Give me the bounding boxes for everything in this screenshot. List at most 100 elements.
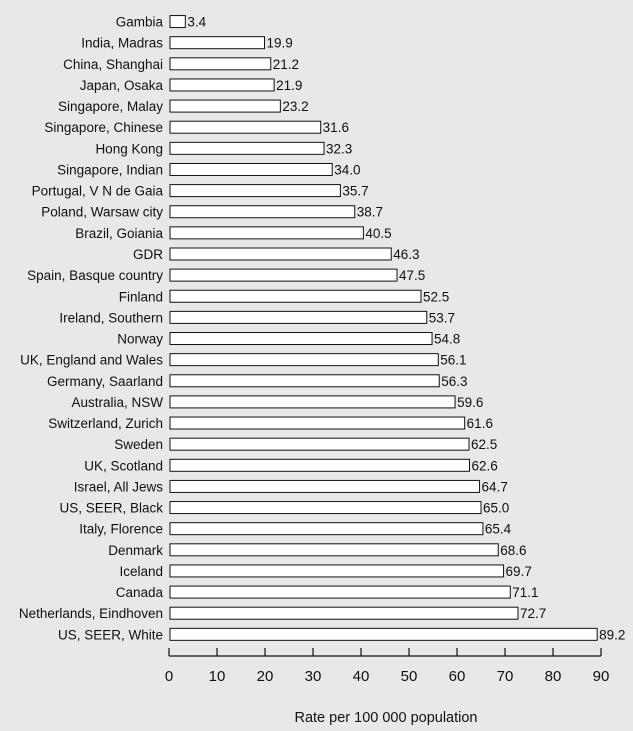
x-tick-label: 90 [593, 668, 610, 685]
category-label: UK, Scotland [84, 458, 163, 473]
bar [169, 458, 470, 472]
category-label: Poland, Warsaw city [41, 205, 163, 220]
category-label: Singapore, Malay [58, 99, 163, 114]
category-label: Singapore, Chinese [44, 120, 163, 135]
category-label: Norway [117, 332, 163, 347]
category-label: Sweden [114, 437, 163, 452]
value-label: 53.7 [429, 310, 455, 325]
value-label: 34.0 [334, 162, 360, 177]
bar [169, 78, 275, 92]
bar [169, 479, 481, 493]
bar [169, 120, 322, 134]
bar [169, 162, 333, 176]
bar [169, 310, 428, 324]
category-label: Australia, NSW [71, 395, 163, 410]
value-label: 31.6 [323, 120, 349, 135]
x-tick-label: 10 [209, 668, 226, 685]
category-label: India, Madras [81, 36, 163, 51]
bar [169, 289, 422, 303]
value-label: 72.7 [520, 606, 546, 621]
bar [169, 353, 439, 367]
bars-layer [169, 15, 598, 641]
value-label: 62.5 [471, 437, 497, 452]
bar [169, 15, 186, 29]
bar [169, 543, 499, 557]
value-label: 69.7 [506, 564, 532, 579]
value-label: 38.7 [357, 205, 383, 220]
value-label: 47.5 [399, 268, 425, 283]
value-label: 68.6 [500, 543, 526, 558]
bar [169, 416, 466, 430]
value-label: 23.2 [282, 99, 308, 114]
x-axis-title: Rate per 100 000 population [294, 710, 477, 726]
bar [169, 585, 511, 599]
value-label: 32.3 [326, 141, 352, 156]
value-label: 59.6 [457, 395, 483, 410]
value-label: 19.9 [267, 36, 293, 51]
value-label: 65.4 [485, 522, 512, 537]
category-label: Netherlands, Eindhoven [19, 606, 163, 621]
category-label: Denmark [108, 543, 163, 558]
value-label: 56.3 [441, 374, 467, 389]
category-label: Hong Kong [95, 141, 163, 156]
x-tick-label: 40 [353, 668, 370, 685]
bar [169, 374, 440, 388]
category-label: US, SEER, Black [59, 501, 163, 516]
value-label: 54.8 [434, 332, 460, 347]
category-label: US, SEER, White [58, 627, 163, 642]
category-label: Italy, Florence [79, 522, 163, 537]
x-tick-label: 50 [401, 668, 418, 685]
value-label: 56.1 [440, 353, 466, 368]
value-label: 21.2 [273, 57, 299, 72]
bar [169, 564, 505, 578]
x-tick-label: 30 [305, 668, 322, 685]
value-label: 46.3 [393, 247, 419, 262]
value-label: 71.1 [512, 585, 538, 600]
bar [169, 627, 598, 641]
category-label: Japan, Osaka [80, 78, 164, 93]
x-tick-label: 0 [165, 668, 173, 685]
category-label: GDR [133, 247, 163, 262]
bar [169, 184, 341, 198]
value-label: 35.7 [342, 184, 368, 199]
category-label: China, Shanghai [63, 57, 163, 72]
category-label: Ireland, Southern [59, 310, 163, 325]
category-label: UK, England and Wales [20, 353, 163, 368]
category-label: Spain, Basque country [27, 268, 163, 283]
value-label: 89.2 [599, 627, 625, 642]
value-label: 40.5 [365, 226, 391, 241]
x-tick-label: 20 [257, 668, 274, 685]
bar [169, 332, 433, 346]
bar [169, 226, 364, 240]
category-label: Switzerland, Zurich [48, 416, 163, 431]
x-tick-label: 80 [545, 668, 562, 685]
value-label: 61.6 [467, 416, 493, 431]
bar [169, 501, 482, 515]
category-label: Israel, All Jews [74, 479, 164, 494]
bar [169, 395, 456, 409]
value-label: 52.5 [423, 289, 449, 304]
value-label: 3.4 [187, 15, 206, 30]
bar [169, 437, 470, 451]
value-label: 65.0 [483, 501, 509, 516]
category-label: Canada [116, 585, 164, 600]
category-label: Iceland [119, 564, 163, 579]
x-tick-label: 70 [497, 668, 514, 685]
value-label: 64.7 [482, 479, 508, 494]
bar [169, 99, 281, 113]
category-label: Germany, Saarland [47, 374, 163, 389]
bar [169, 606, 519, 620]
bar [169, 141, 325, 155]
bar [169, 205, 356, 219]
bar [169, 57, 272, 71]
bar [169, 522, 484, 536]
category-label: Finland [119, 289, 163, 304]
x-axis: 0 10 20 30 40 50 60 70 80 90 [165, 648, 610, 685]
bar [169, 247, 392, 261]
labels-layer: Gambia 3.4 India, Madras 19.9 China, Shangha… [19, 15, 626, 643]
category-label: Singapore, Indian [57, 162, 163, 177]
x-tick-label: 60 [449, 668, 466, 685]
bar [169, 36, 266, 50]
category-label: Gambia [116, 15, 164, 30]
